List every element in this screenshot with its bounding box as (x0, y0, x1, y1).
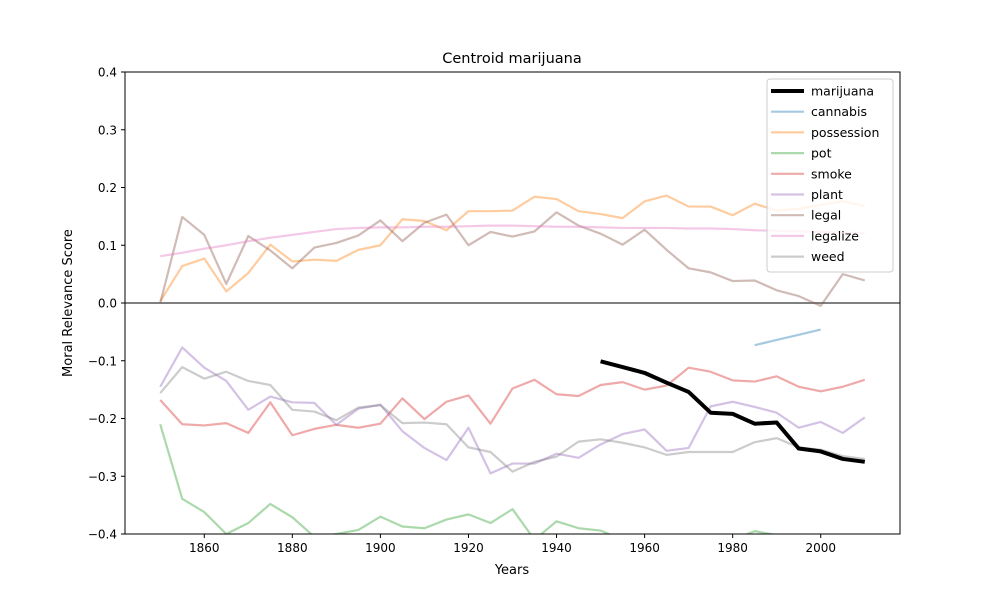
series-line-marijuana (600, 359, 866, 464)
legend-box (766, 78, 894, 273)
y-tick-label: 0.0 (98, 297, 117, 311)
y-axis-label: Moral Relevance Score (61, 229, 76, 377)
x-tick-label: 1900 (365, 541, 396, 555)
x-tick-label: 1860 (189, 541, 220, 555)
x-tick-label: 1940 (541, 541, 572, 555)
y-tick-label: 0.2 (98, 181, 117, 195)
y-tick-label: −0.4 (88, 528, 117, 542)
legend-label-smoke: smoke (811, 166, 852, 181)
series-line-legal (159, 211, 866, 307)
series-layer (125, 194, 900, 534)
x-tick-label: 1880 (277, 541, 308, 555)
x-tick-label: 2000 (805, 541, 836, 555)
legend-label-legalize: legalize (811, 228, 859, 243)
series-line-smoke (159, 366, 866, 437)
x-tick-label: 1920 (453, 541, 484, 555)
x-tick-label: 1980 (717, 541, 748, 555)
series-line-weed (159, 366, 865, 473)
x-axis-label: Years (494, 563, 530, 578)
legend: marijuana cannabis possession pot smoke plant… (766, 78, 894, 273)
y-tick-label: 0.3 (98, 123, 117, 137)
series-line-possession (159, 194, 865, 302)
legend-label-marijuana: marijuana (811, 84, 874, 99)
series-line-cannabis (754, 328, 821, 347)
series-line-plant (159, 346, 866, 475)
y-tick-label: 0.1 (98, 239, 117, 253)
legend-label-plant: plant (811, 187, 843, 202)
legend-label-cannabis: cannabis (811, 104, 867, 119)
legend-label-legal: legal (811, 208, 841, 223)
y-tick-label: −0.3 (88, 470, 117, 484)
y-tick-label: 0.4 (98, 66, 117, 80)
legend-label-possession: possession (811, 125, 879, 140)
y-tick-label: −0.2 (88, 412, 117, 426)
x-tick-label: 1960 (629, 541, 660, 555)
y-tick-label: −0.1 (88, 354, 117, 368)
legend-label-pot: pot (811, 146, 832, 161)
axis-layer: 1860 1880 1900 1920 1940 1960 1980 2000 −0.4 −0.3… (88, 66, 836, 556)
series-line-pot (159, 423, 777, 534)
chart-title: Centroid marijuana (442, 51, 581, 67)
series-line-legalize (160, 224, 865, 258)
legend-label-weed: weed (811, 249, 845, 264)
